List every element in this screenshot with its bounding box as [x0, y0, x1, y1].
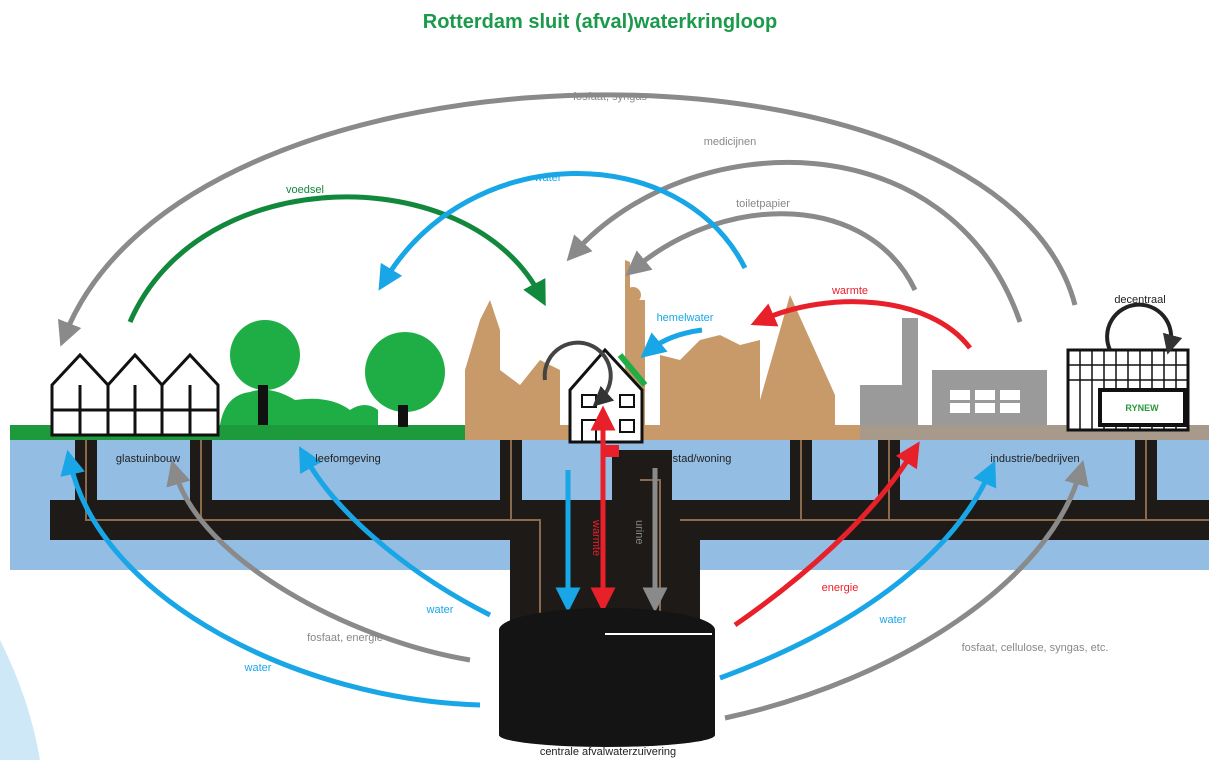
flow-label: voedsel — [286, 184, 324, 196]
flow-label: toiletpapier — [736, 198, 790, 210]
arrow — [58, 92, 1078, 347]
flow-label: fosfaat, cellulose, syngas, etc. — [962, 642, 1109, 654]
trees — [220, 320, 445, 425]
sector-label: leefomgeving — [315, 453, 380, 465]
factory-windows — [950, 390, 1020, 413]
flow-label: decentraal — [1114, 294, 1165, 306]
flow-label: water — [879, 614, 907, 626]
arrow — [166, 459, 471, 663]
arrow — [719, 460, 997, 681]
greenhouses — [50, 352, 220, 437]
flow-label: urine — [633, 520, 645, 544]
flow-label: fosfaat, energie — [307, 632, 383, 644]
arrow — [733, 441, 920, 628]
arrow — [724, 459, 1089, 721]
flow-label: water — [426, 604, 454, 616]
arrow — [566, 159, 1023, 323]
sector-label: glastuinbouw — [116, 453, 180, 465]
page-curl — [0, 640, 40, 760]
title: Rotterdam sluit (afval)waterkringloop — [423, 11, 778, 33]
flow-label: energie — [822, 582, 859, 594]
arrow — [625, 211, 918, 292]
flow-label: hemelwater — [657, 312, 714, 324]
flow-label: medicijnen — [704, 136, 757, 148]
flow-label: water — [534, 172, 562, 184]
arrow — [298, 446, 492, 618]
arrow — [378, 170, 748, 291]
flow-label: water — [244, 662, 272, 674]
arrow — [60, 449, 481, 708]
tree-trunks — [258, 385, 408, 427]
pipe-lines — [85, 440, 1209, 620]
arrow — [640, 327, 703, 358]
office — [1066, 302, 1190, 432]
arrow — [127, 194, 546, 323]
flow-label: warmte — [831, 285, 868, 297]
flow-label: fosfaat, syngas — [573, 91, 647, 103]
sector-label: industrie/bedrijven — [990, 453, 1079, 465]
sector-label: stad/woning — [673, 453, 732, 465]
city-skyline — [465, 260, 835, 425]
plant-label: centrale afvalwaterzuivering — [540, 746, 676, 758]
ground-city — [465, 425, 860, 440]
logo-text: RYNEW — [1125, 403, 1159, 413]
arrow — [750, 299, 972, 350]
treatment-plant — [499, 608, 715, 747]
flow-label: warmte — [590, 519, 602, 556]
